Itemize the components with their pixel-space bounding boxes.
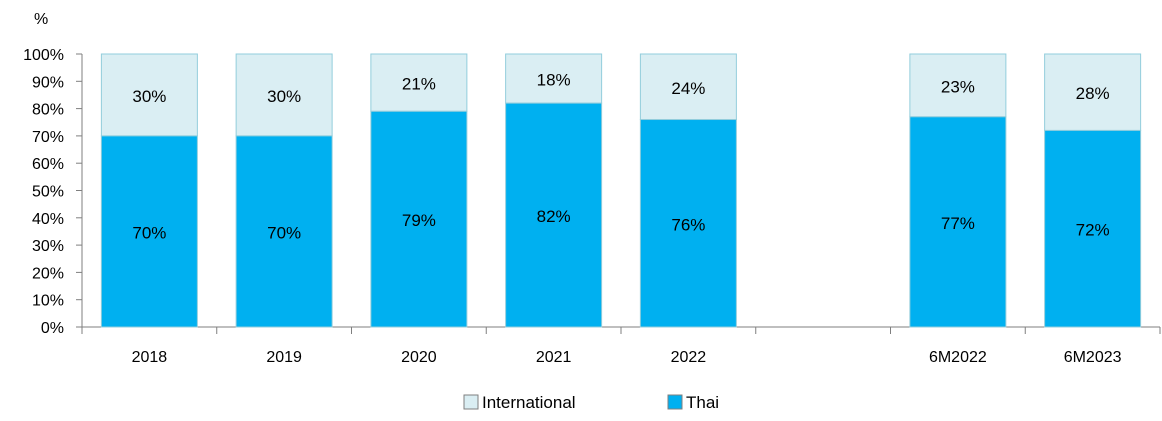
data-label-international: 30% [132, 87, 166, 106]
data-label-thai: 76% [671, 215, 705, 234]
x-tick-label: 2021 [536, 349, 572, 366]
bar-international [909, 53, 1007, 118]
data-label-thai: 79% [402, 211, 436, 230]
y-tick-label: 10% [32, 293, 64, 310]
x-tick-label: 2020 [401, 349, 437, 366]
data-label-international: 18% [537, 71, 571, 90]
legend-swatch [463, 394, 479, 410]
bar-international [505, 53, 603, 104]
data-label-thai: 77% [941, 214, 975, 233]
bar-international [639, 53, 737, 121]
data-label-international: 30% [267, 87, 301, 106]
x-tick-label: 6M2023 [1064, 349, 1122, 366]
bar-international [1044, 53, 1142, 131]
data-label-international: 24% [671, 79, 705, 98]
data-label-thai: 70% [267, 223, 301, 242]
bar-thai [909, 116, 1007, 328]
y-axis: 0% 10% 20% 30% 40% 50% 60% 70% 80% 90% 100% [23, 47, 83, 337]
legend-label: International [482, 393, 576, 412]
data-label-international: 28% [1076, 84, 1110, 103]
y-tick-label: 30% [32, 238, 64, 255]
bar-thai [370, 110, 468, 328]
data-label-thai: 72% [1076, 221, 1110, 240]
y-tick-label: 70% [32, 129, 64, 146]
y-tick-label: 20% [32, 265, 64, 282]
y-tick-label: 40% [32, 211, 64, 228]
y-tick-label: 0% [41, 320, 64, 337]
bar-thai [1044, 129, 1142, 328]
bars: 70% 30% 70% 30% 79% 21% 82% 18% 76% 24% 77% 23% 72% 2… [100, 53, 1142, 328]
legend-label: Thai [686, 393, 719, 412]
x-tick-label: 2019 [266, 349, 302, 366]
x-tick-label: 2018 [132, 349, 168, 366]
legend-swatch [667, 394, 683, 410]
y-tick-label: 50% [32, 184, 64, 201]
y-tick-label: 60% [32, 156, 64, 173]
bar-international [370, 53, 468, 112]
data-label-thai: 70% [132, 223, 166, 242]
x-tick-label: 2022 [671, 349, 707, 366]
data-label-international: 23% [941, 77, 975, 96]
bar-thai [235, 135, 333, 328]
x-tick-label: 6M2022 [929, 349, 987, 366]
x-axis: 2018 2019 2020 2021 2022 6M2022 6M2023 [81, 326, 1161, 366]
bar-thai [100, 135, 198, 328]
y-tick-label: 100% [23, 47, 64, 64]
y-axis-unit-label: % [34, 11, 48, 28]
legend: International Thai [463, 393, 719, 412]
bar-international [235, 53, 333, 137]
data-label-thai: 82% [537, 207, 571, 226]
bar-thai [639, 119, 737, 328]
y-tick-label: 90% [32, 74, 64, 91]
y-tick-label: 80% [32, 102, 64, 119]
bar-thai [505, 102, 603, 328]
data-label-international: 21% [402, 75, 436, 94]
